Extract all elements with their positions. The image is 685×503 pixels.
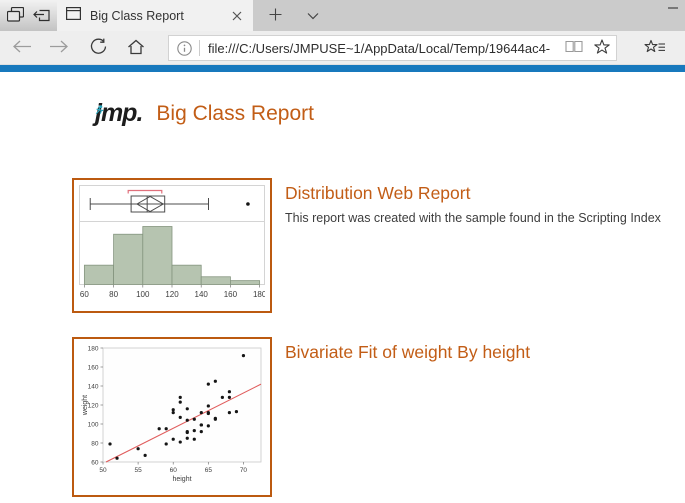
- refresh-button[interactable]: [84, 31, 112, 65]
- reading-view-button[interactable]: [560, 36, 588, 60]
- svg-text:100: 100: [136, 290, 150, 299]
- window-arrow-left-icon: [33, 7, 50, 25]
- svg-text:60: 60: [170, 467, 178, 474]
- svg-text:160: 160: [224, 290, 238, 299]
- svg-text:80: 80: [109, 290, 118, 299]
- address-bar[interactable]: file:///C:/Users/JMPUSE~1/AppData/Local/…: [168, 35, 617, 61]
- hub-favorites-button[interactable]: [637, 35, 673, 61]
- plus-icon: [269, 8, 282, 24]
- report-top-accent-band: [0, 65, 685, 72]
- svg-text:80: 80: [91, 440, 99, 447]
- tab-list-chevron-button[interactable]: [296, 0, 330, 31]
- star-list-icon: [644, 39, 666, 58]
- open-book-icon: [565, 40, 583, 56]
- jmp-person-icon: [95, 93, 105, 122]
- svg-text:180: 180: [88, 345, 99, 352]
- jmp-logo: jmp.: [95, 99, 143, 128]
- svg-text:140: 140: [195, 290, 209, 299]
- svg-text:120: 120: [88, 402, 99, 409]
- add-favorite-button[interactable]: [588, 36, 616, 60]
- page-title: Big Class Report: [156, 101, 314, 125]
- svg-text:65: 65: [205, 467, 213, 474]
- arrow-right-icon: [49, 40, 69, 56]
- bivariate-thumbnail-card[interactable]: 60 80 100 120 140 160 180 50 55 60 65 70 height weigh…: [72, 337, 272, 497]
- report-page: jmp. Big Class Report 60 80 100 120 140 160 18…: [0, 72, 685, 503]
- svg-text:60: 60: [91, 459, 99, 466]
- tab-bar: Big Class Report: [0, 0, 685, 31]
- report-item-distribution: 60 80 100 120 140 160 180 Distribution Web Rep…: [72, 178, 661, 313]
- svg-text:120: 120: [165, 290, 179, 299]
- svg-text:55: 55: [134, 467, 142, 474]
- distribution-thumbnail-card[interactable]: 60 80 100 120 140 160 180: [72, 178, 272, 313]
- distribution-report-subtitle: This report was created with the sample …: [285, 211, 661, 225]
- tab-big-class-report[interactable]: Big Class Report: [57, 0, 253, 31]
- forward-button[interactable]: [45, 31, 73, 65]
- minimize-button[interactable]: [664, 2, 682, 14]
- page-header: jmp. Big Class Report: [95, 99, 314, 128]
- svg-text:180: 180: [253, 290, 265, 299]
- svg-text:140: 140: [88, 383, 99, 390]
- svg-text:50: 50: [99, 467, 107, 474]
- minimize-dash-icon: [667, 1, 679, 16]
- refresh-icon: [90, 38, 107, 58]
- svg-text:height: height: [172, 476, 191, 483]
- tab-title: Big Class Report: [90, 8, 184, 23]
- arrow-left-icon: [12, 40, 32, 56]
- svg-text:60: 60: [80, 290, 89, 299]
- tab-preview-button[interactable]: [5, 5, 26, 27]
- document-icon: [66, 6, 82, 25]
- report-text-block: Distribution Web Report This report was …: [285, 178, 661, 225]
- bivariate-report-link[interactable]: Bivariate Fit of weight By height: [285, 342, 531, 362]
- url-text[interactable]: file:///C:/Users/JMPUSE~1/AppData/Local/…: [208, 40, 551, 56]
- svg-text:160: 160: [88, 364, 99, 371]
- bivariate-thumbnail-chart[interactable]: 60 80 100 120 140 160 180 50 55 60 65 70 height weigh…: [79, 344, 265, 485]
- report-text-block: Bivariate Fit of weight By height: [285, 337, 530, 370]
- home-button[interactable]: [122, 31, 150, 65]
- chevron-down-icon: [307, 8, 319, 23]
- distribution-thumbnail-chart[interactable]: 60 80 100 120 140 160 180: [79, 185, 267, 301]
- report-item-bivariate: 60 80 100 120 140 160 180 50 55 60 65 70 height weigh…: [72, 337, 530, 497]
- svg-text:100: 100: [88, 421, 99, 428]
- new-tab-button[interactable]: [255, 0, 295, 31]
- distribution-report-link[interactable]: Distribution Web Report: [285, 183, 471, 203]
- svg-text:weight: weight: [82, 395, 89, 416]
- home-icon: [127, 39, 145, 58]
- overlapping-windows-icon: [6, 6, 25, 25]
- back-button[interactable]: [8, 31, 36, 65]
- tab-close-icon[interactable]: [230, 9, 244, 23]
- navigation-bar: file:///C:/Users/JMPUSE~1/AppData/Local/…: [0, 31, 685, 65]
- star-icon: [594, 39, 610, 57]
- site-info-icon[interactable]: [169, 40, 199, 56]
- set-tabs-aside-button[interactable]: [31, 5, 52, 27]
- tab-actions-strip: [0, 0, 57, 31]
- svg-text:70: 70: [240, 467, 248, 474]
- jmp-logo-text: jmp.: [95, 99, 143, 127]
- address-bar-divider: [199, 40, 200, 56]
